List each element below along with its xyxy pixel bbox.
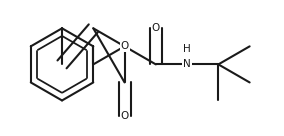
Text: O: O xyxy=(120,111,129,121)
Text: N: N xyxy=(183,59,191,69)
Text: O: O xyxy=(152,23,160,33)
Text: O: O xyxy=(120,41,129,51)
Text: H: H xyxy=(183,44,191,54)
